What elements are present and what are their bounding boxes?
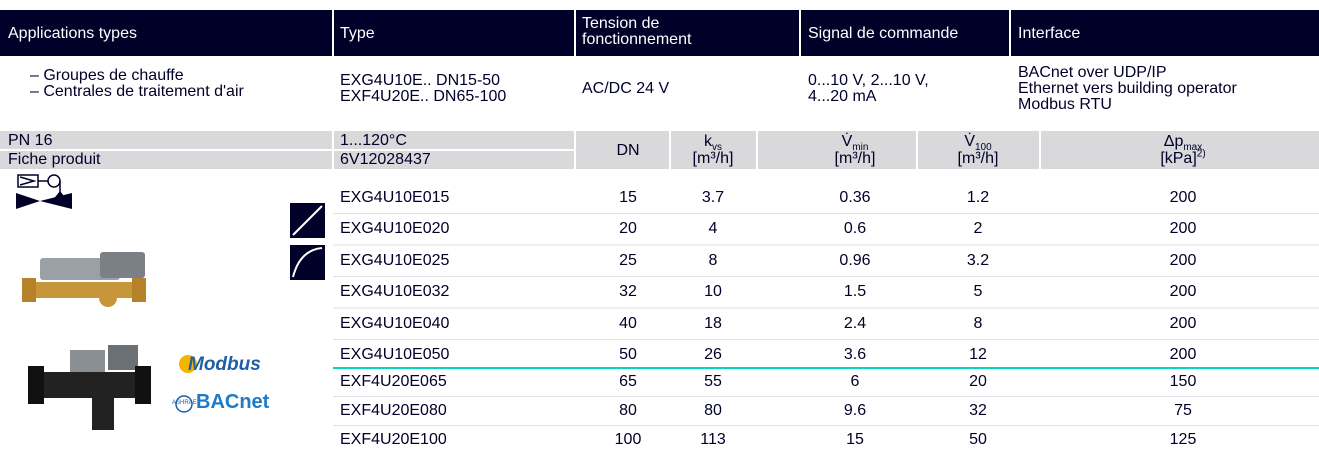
unit: [m³/h]: [835, 150, 876, 167]
quantity: kvs: [633, 133, 793, 150]
unit: [m³/h]: [693, 150, 734, 167]
bacnet-logo: BACnet: [196, 394, 269, 411]
unit-line: [m³/h]: [633, 150, 793, 167]
application-item: – Centrales de traitement d'air: [30, 83, 244, 100]
unit: [kPa]: [1160, 150, 1196, 167]
table-value: 6: [810, 373, 900, 390]
table-value: 4: [668, 220, 758, 237]
table-value: 25: [583, 252, 673, 269]
table-value: 20: [933, 373, 1023, 390]
interface-item: Ethernet vers building operator: [1018, 80, 1237, 97]
product-code: EXF4U20E100: [340, 431, 447, 448]
table-value: 200: [1138, 283, 1228, 300]
application-item: – Groupes de chauffe: [30, 67, 184, 84]
table-value: 32: [583, 283, 673, 300]
table-value: 0.6: [810, 220, 900, 237]
datasheet-table: Applications types Type Tension de fonctio…: [0, 0, 1319, 451]
symbol: k: [704, 133, 712, 150]
table-value: 113: [668, 431, 758, 448]
product-code: EXG4U10E025: [340, 252, 449, 269]
interface-item: Modbus RTU: [1018, 96, 1112, 113]
table-value: 9.6: [810, 402, 900, 419]
unit: [m³/h]: [958, 150, 999, 167]
header-cell: Signal de commande: [808, 25, 958, 42]
table-value: 50: [583, 346, 673, 363]
table-value: 0.96: [810, 252, 900, 269]
table-value: 40: [583, 315, 673, 332]
table-value: 0.36: [810, 189, 900, 206]
product-code: EXF4U20E065: [340, 373, 447, 390]
type-range: EXF4U20E.. DN65-100: [340, 88, 506, 105]
spec-cell: 6V12028437: [340, 151, 431, 168]
header-cell: Interface: [1018, 25, 1080, 42]
symbol: V̇: [964, 133, 975, 150]
table-value: 2: [933, 220, 1023, 237]
footnote: 2): [1197, 149, 1206, 160]
table-value: 5: [933, 283, 1023, 300]
table-value: 200: [1138, 346, 1228, 363]
table-value: 3.2: [933, 252, 1023, 269]
product-code: EXG4U10E020: [340, 220, 449, 237]
header-cell: Tension de fonctionnement: [582, 16, 732, 48]
table-value: 32: [933, 402, 1023, 419]
control-signal: 0...10 V, 2...10 V,: [808, 72, 929, 89]
table-value: 26: [668, 346, 758, 363]
quantity: Δpmax: [1103, 133, 1263, 150]
table-value: 150: [1138, 373, 1228, 390]
table-value: 15: [810, 431, 900, 448]
ashrae-logo: ASHRAE: [172, 400, 197, 407]
table-value: 200: [1138, 315, 1228, 332]
product-code: EXG4U10E050: [340, 346, 449, 363]
table-value: 75: [1138, 402, 1228, 419]
table-value: 65: [583, 373, 673, 390]
table-value: 20: [583, 220, 673, 237]
table-value: 200: [1138, 252, 1228, 269]
table-value: 18: [668, 315, 758, 332]
quantity: V̇100: [898, 133, 1058, 150]
unit-line: [m³/h]: [898, 150, 1058, 167]
table-value: 3.6: [810, 346, 900, 363]
symbol: Δp: [1164, 133, 1184, 150]
table-value: 55: [668, 373, 758, 390]
table-value: 3.7: [668, 189, 758, 206]
symbol: V̇: [842, 133, 853, 150]
table-value: 8: [668, 252, 758, 269]
table-value: 100: [583, 431, 673, 448]
product-code: EXF4U20E080: [340, 402, 447, 419]
spec-cell: 1...120°C: [340, 132, 407, 149]
spec-cell: Fiche produit: [8, 151, 101, 168]
table-value: 12: [933, 346, 1023, 363]
table-value: 15: [583, 189, 673, 206]
type-range: EXG4U10E.. DN15-50: [340, 72, 500, 89]
column-header: Δpmax[kPa]2): [1103, 133, 1263, 167]
column-header: V̇100[m³/h]: [898, 133, 1058, 167]
table-value: 125: [1138, 431, 1228, 448]
header-cell: Applications types: [8, 25, 137, 42]
table-value: 80: [668, 402, 758, 419]
table-value: 10: [668, 283, 758, 300]
table-value: 200: [1138, 189, 1228, 206]
column-header: kvs[m³/h]: [633, 133, 793, 167]
table-value: 8: [933, 315, 1023, 332]
table-value: 2.4: [810, 315, 900, 332]
interface-item: BACnet over UDP/IP: [1018, 64, 1167, 81]
product-code: EXG4U10E015: [340, 189, 449, 206]
header-cell: Type: [340, 25, 375, 42]
table-value: 50: [933, 431, 1023, 448]
control-signal: 4...20 mA: [808, 88, 876, 105]
product-code: EXG4U10E040: [340, 315, 449, 332]
supply-voltage: AC/DC 24 V: [582, 80, 669, 97]
table-value: 1.2: [933, 189, 1023, 206]
table-value: 200: [1138, 220, 1228, 237]
table-value: 1.5: [810, 283, 900, 300]
modbus-logo: Modbus: [188, 356, 261, 373]
unit-line: [kPa]2): [1103, 150, 1263, 167]
spec-cell: PN 16: [8, 132, 52, 149]
product-code: EXG4U10E032: [340, 283, 449, 300]
table-value: 80: [583, 402, 673, 419]
